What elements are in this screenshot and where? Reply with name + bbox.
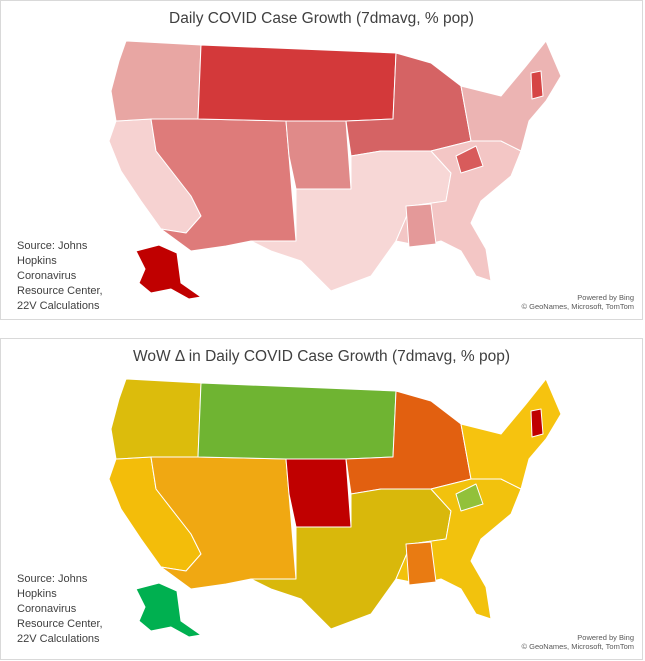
source-note: Source: Johns Hopkins Coronavirus Resour… (17, 573, 103, 645)
map-region-alaska (135, 582, 202, 638)
map-region-west-virginia (455, 145, 484, 174)
map-region-northeast (460, 378, 562, 490)
map-credit: Powered by Bing © GeoNames, Microsoft, T… (522, 293, 635, 311)
map-title: WoW Δ in Daily COVID Case Growth (7dmavg… (132, 348, 511, 365)
map-region-northeast (460, 40, 562, 152)
map-region-northern-plains (197, 382, 397, 460)
map-region-central-plains (285, 120, 352, 190)
map-region-northwest (110, 40, 202, 122)
map-panel-case-growth: Daily COVID Case Growth (7dmavg, % pop) … (0, 0, 643, 320)
map-region-new-hampshire (530, 70, 544, 100)
map-region-mountain (150, 118, 297, 252)
attribution-label: © GeoNames, Microsoft, TomTom (521, 642, 635, 651)
map-region-northern-plains (197, 44, 397, 122)
map-region-west-virginia (455, 483, 484, 512)
map-panel-wow-change: WoW Δ in Daily COVID Case Growth (7dmavg… (0, 338, 643, 660)
us-choropleth-map (108, 378, 562, 638)
us-choropleth-map (108, 40, 562, 300)
map-title: Daily COVID Case Growth (7dmavg, % pop) (169, 10, 474, 27)
map-region-mountain (150, 456, 297, 590)
map-region-new-hampshire (530, 408, 544, 438)
map-region-northwest (110, 378, 202, 460)
attribution-label: © GeoNames, Microsoft, TomTom (521, 302, 635, 311)
map-credit: Powered by Bing © GeoNames, Microsoft, T… (522, 633, 635, 651)
source-note: Source: Johns Hopkins Coronavirus Resour… (17, 240, 103, 312)
powered-by-label: Powered by Bing (577, 633, 634, 642)
map-region-alabama (405, 203, 437, 248)
map-region-alaska (135, 244, 202, 300)
map-region-alabama (405, 541, 437, 586)
powered-by-label: Powered by Bing (577, 293, 634, 302)
map-region-central-plains (285, 458, 352, 528)
